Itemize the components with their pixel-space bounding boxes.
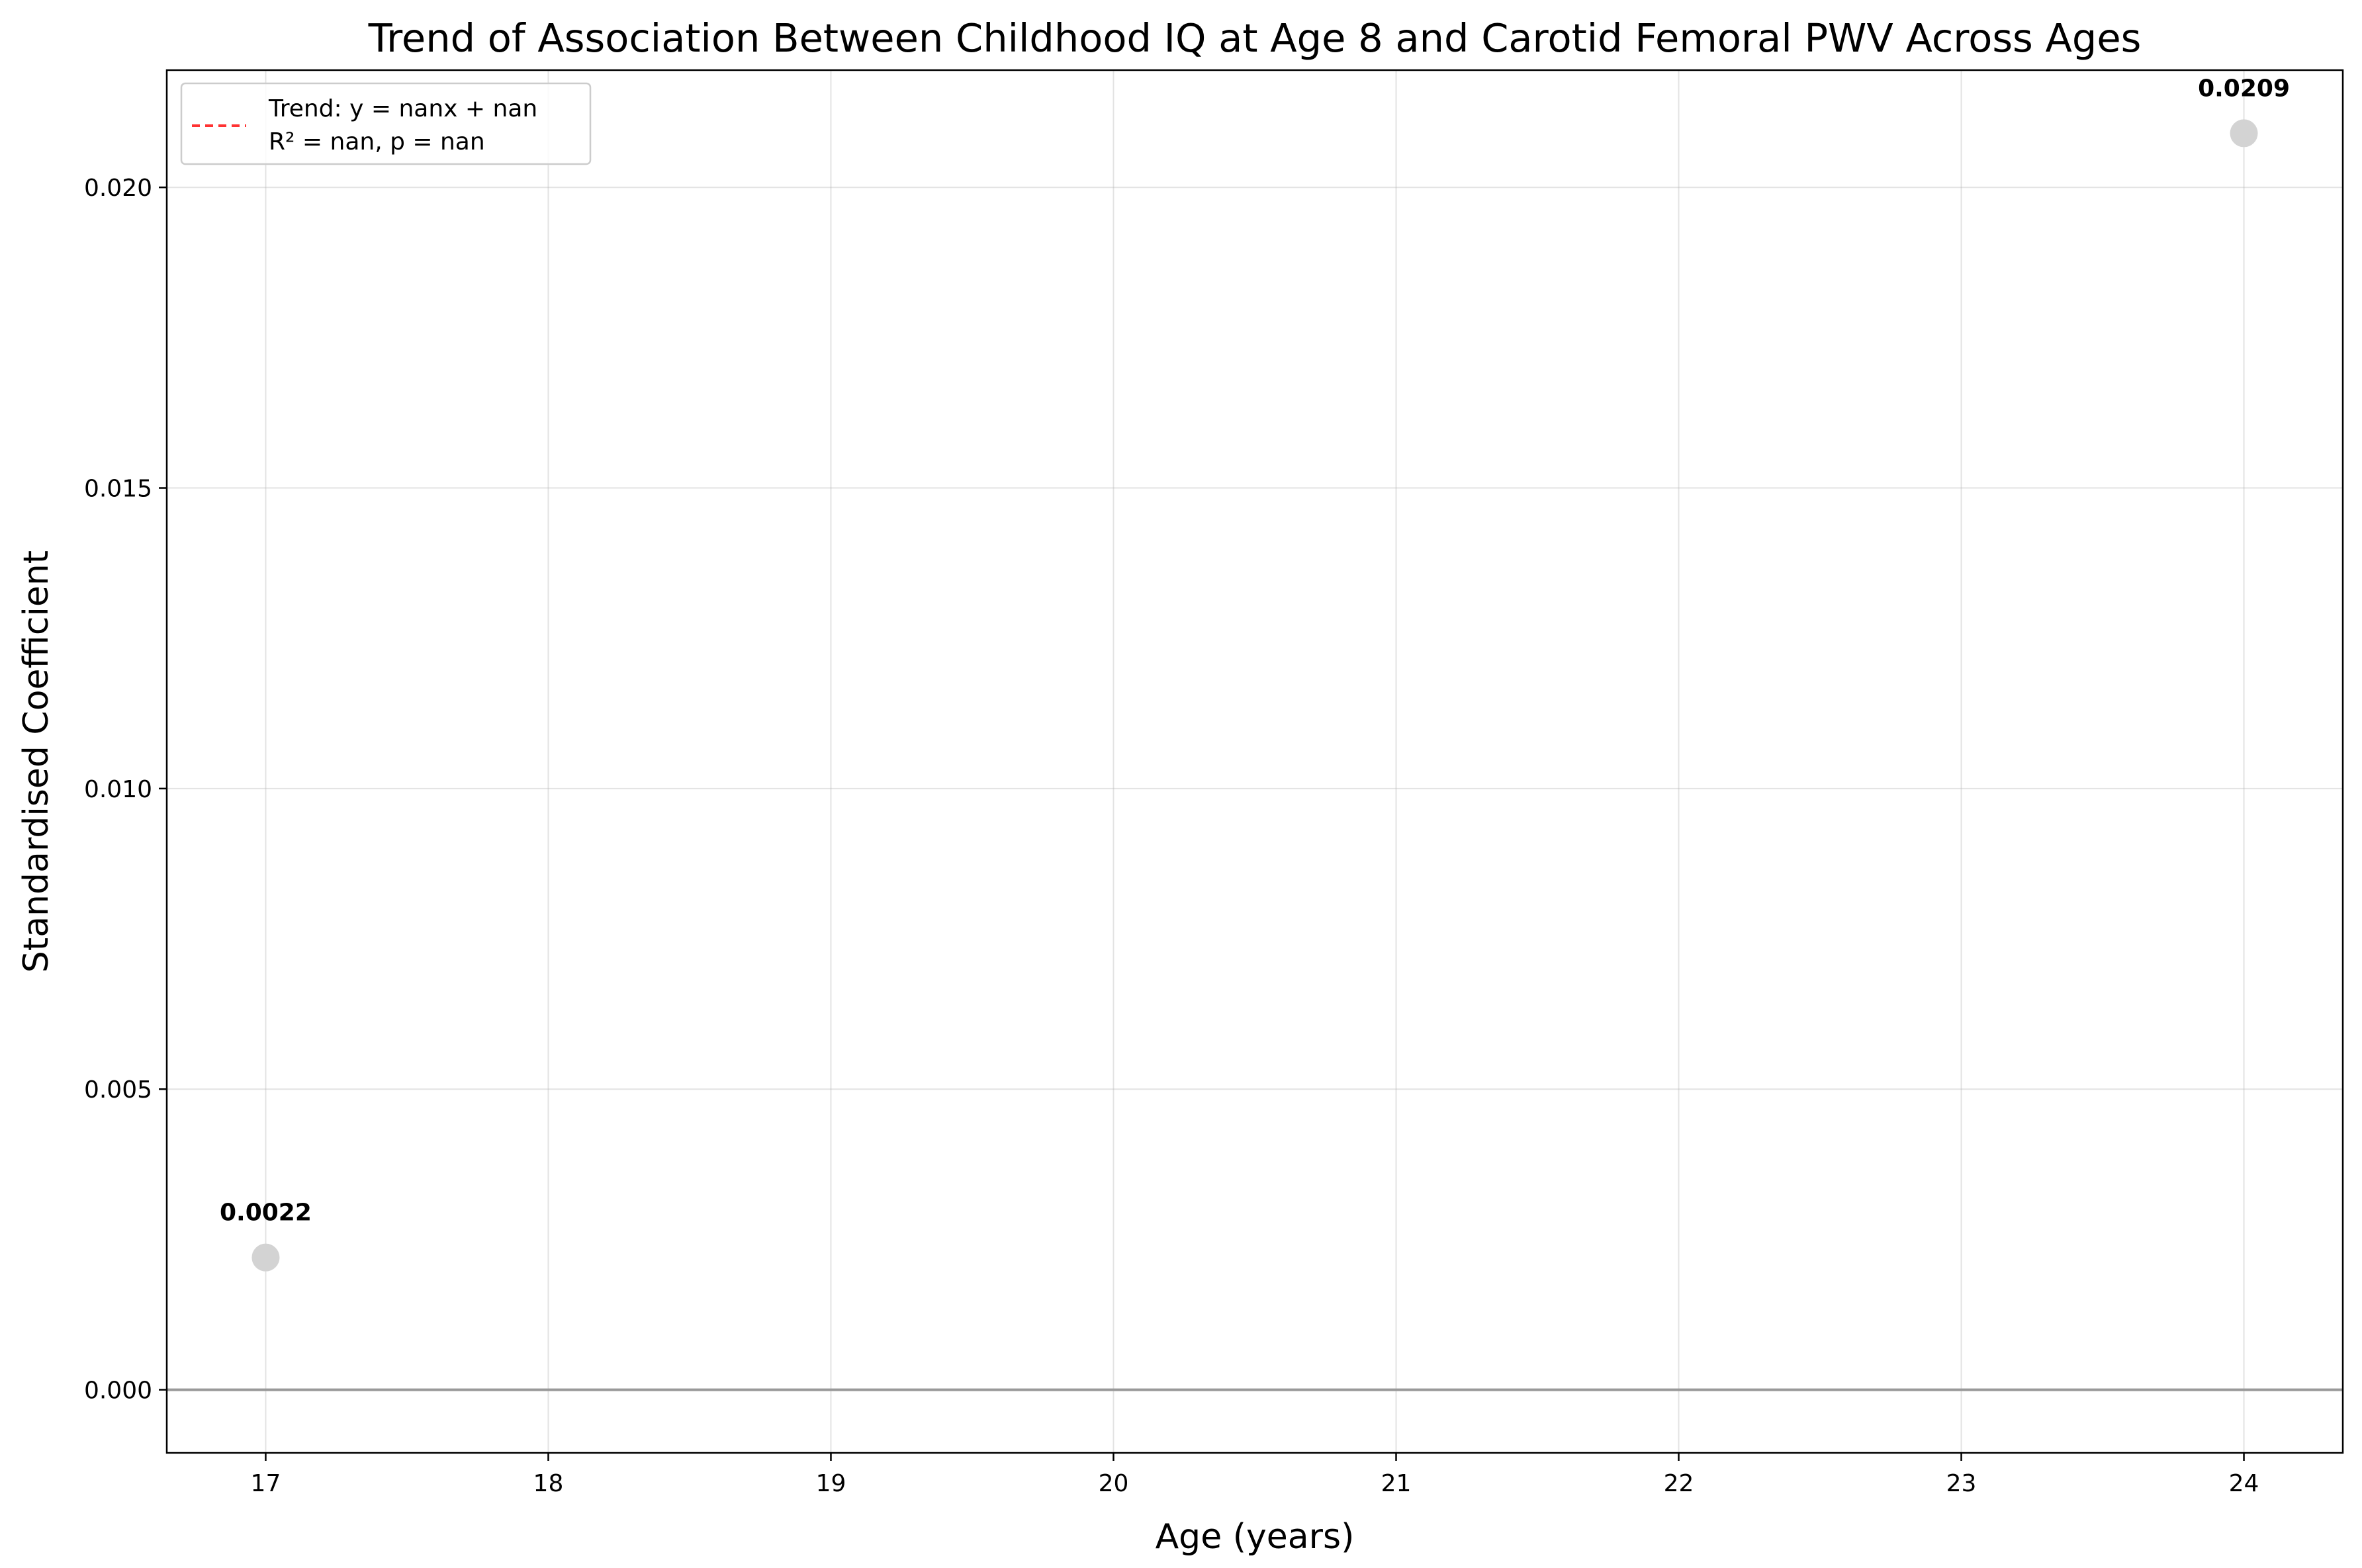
data-point-label: 0.0209: [2198, 75, 2290, 102]
ticks-layer: 17 18 19 20 21 22 23 24 0.000 0.005 0.010 0.015 0.02…: [84, 175, 2259, 1497]
legend-entry-trend: Trend: y = nanx + nan: [268, 95, 537, 122]
y-tick-label: 0.010: [84, 776, 152, 803]
y-tick-label: 0.000: [84, 1377, 152, 1405]
data-point: [2230, 119, 2258, 148]
y-axis-label: Standardised Coefficient: [17, 550, 56, 973]
legend-box: [180, 82, 592, 165]
x-axis-label: Age (years): [1156, 1517, 1355, 1557]
x-tick-label: 17: [251, 1470, 281, 1497]
y-tick-label: 0.015: [84, 476, 152, 503]
x-tick-label: 24: [2229, 1470, 2259, 1497]
x-tick-label: 18: [533, 1470, 564, 1497]
x-tick-label: 22: [1664, 1470, 1694, 1497]
data-labels-layer: 0.0022 0.0209: [220, 75, 2290, 1226]
legend: Trend: y = nanx + nan R² = nan, p = nan: [180, 82, 592, 165]
plot-frame: [165, 69, 2344, 1454]
legend-entry-stats: R² = nan, p = nan: [269, 128, 485, 155]
chart-title: Trend of Association Between Childhood I…: [368, 15, 2142, 61]
data-point-label: 0.0022: [220, 1199, 312, 1227]
y-tick-label: 0.005: [84, 1076, 152, 1104]
y-tick-label: 0.020: [84, 175, 152, 202]
x-tick-label: 21: [1381, 1470, 1412, 1497]
x-tick-label: 19: [816, 1470, 846, 1497]
x-tick-label: 23: [1946, 1470, 1977, 1497]
data-point: [251, 1243, 280, 1272]
points-layer: [251, 119, 2258, 1272]
x-tick-label: 20: [1099, 1470, 1129, 1497]
